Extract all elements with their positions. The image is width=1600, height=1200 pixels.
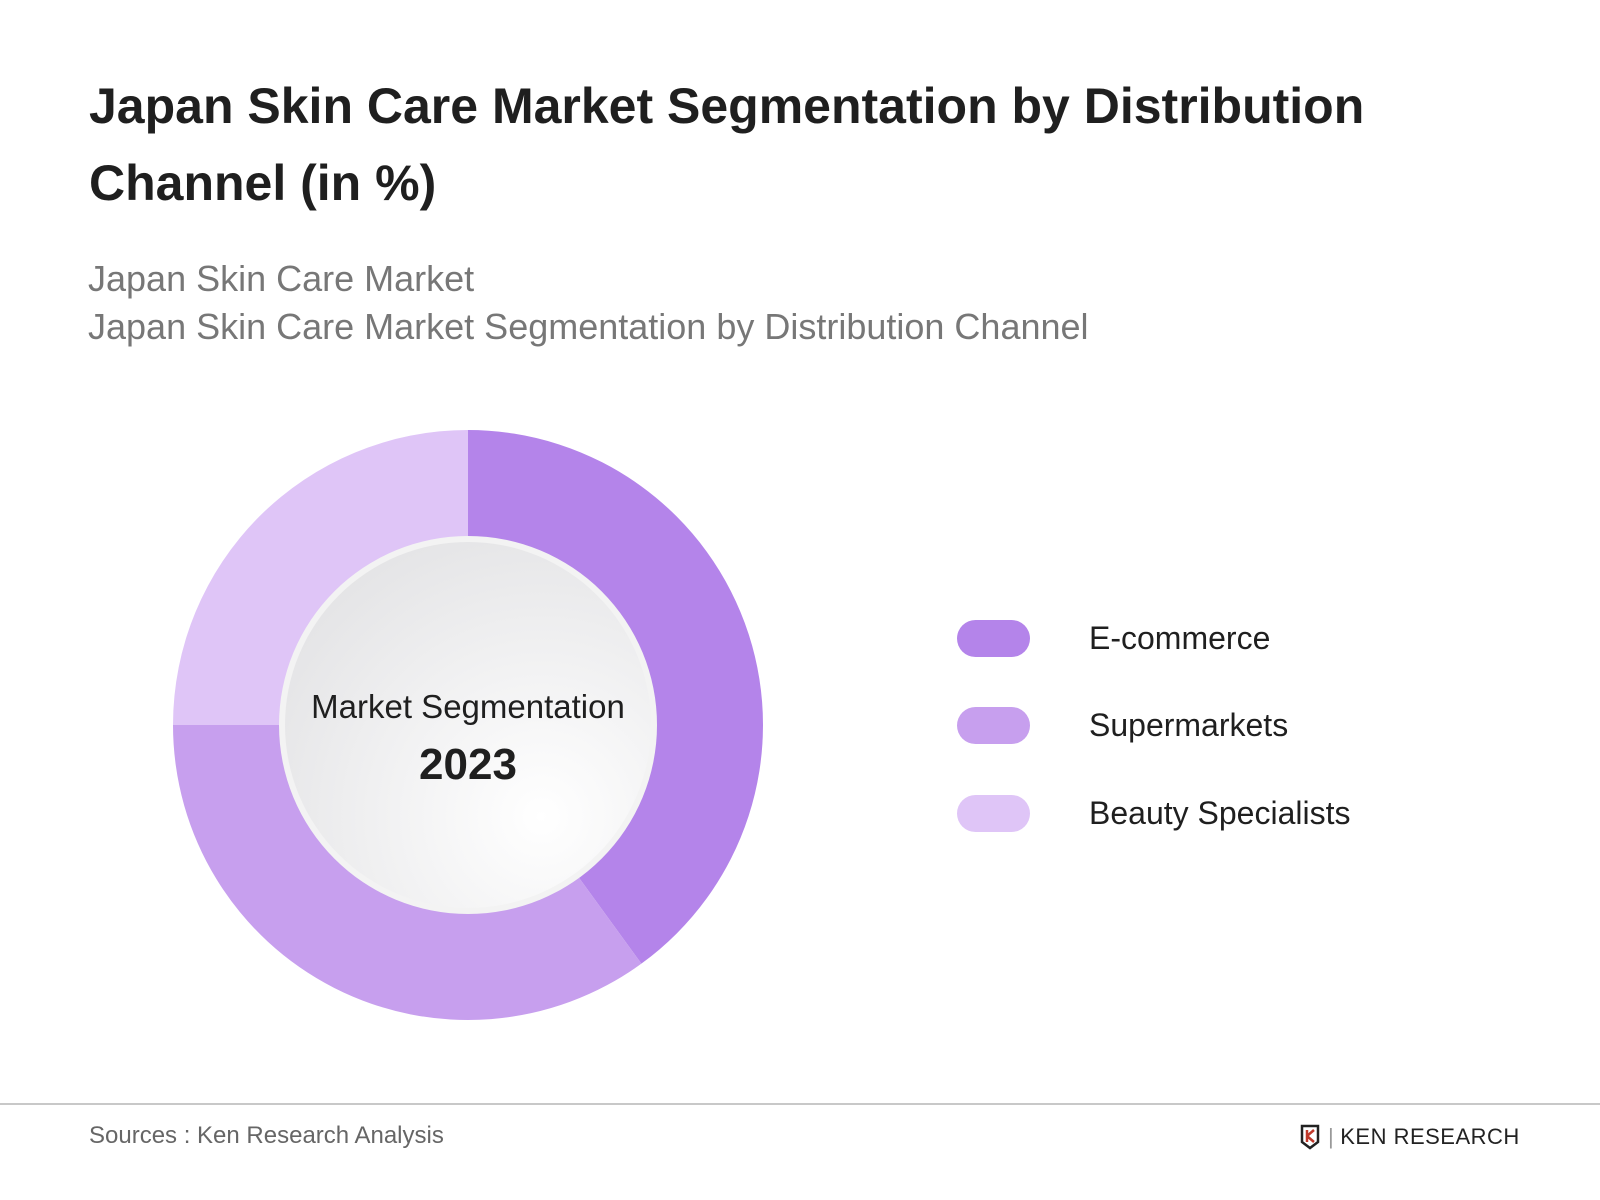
donut-slice-beauty-specialists (173, 430, 468, 725)
legend-swatch (957, 619, 1030, 657)
footer-divider (0, 1103, 1600, 1105)
center-year: 2023 (419, 740, 517, 789)
legend-item-beauty-specialists: Beauty Specialists (957, 794, 1350, 832)
legend-item-ecommerce: E-commerce (957, 619, 1270, 657)
center-label: Market Segmentation (311, 688, 625, 725)
legend-label: Supermarkets (1089, 706, 1289, 743)
legend-label: Beauty Specialists (1089, 794, 1351, 831)
legend-swatch (957, 794, 1030, 832)
donut-hole (285, 542, 651, 908)
source-note: Sources : Ken Research Analysis (89, 1122, 444, 1149)
legend-label: E-commerce (1089, 619, 1271, 656)
chart-subtitle-segmentation: Japan Skin Care Market Segmentation by D… (88, 306, 1089, 347)
logo-text: KEN RESEARCH (1340, 1124, 1520, 1149)
ken-logo-icon (1300, 1124, 1320, 1150)
legend-swatch (957, 706, 1030, 744)
donut-chart (173, 430, 764, 1021)
donut-slice-supermarkets (173, 725, 642, 1021)
legend-item-supermarkets: Supermarkets (957, 706, 1288, 744)
chart-title: Japan Skin Care Market Segmentation by D… (89, 78, 1365, 211)
chart-subtitle-market: Japan Skin Care Market (88, 258, 475, 299)
donut-slice-e-commerce (468, 430, 764, 964)
ken-research-logo: | KEN RESEARCH (1300, 1124, 1520, 1150)
